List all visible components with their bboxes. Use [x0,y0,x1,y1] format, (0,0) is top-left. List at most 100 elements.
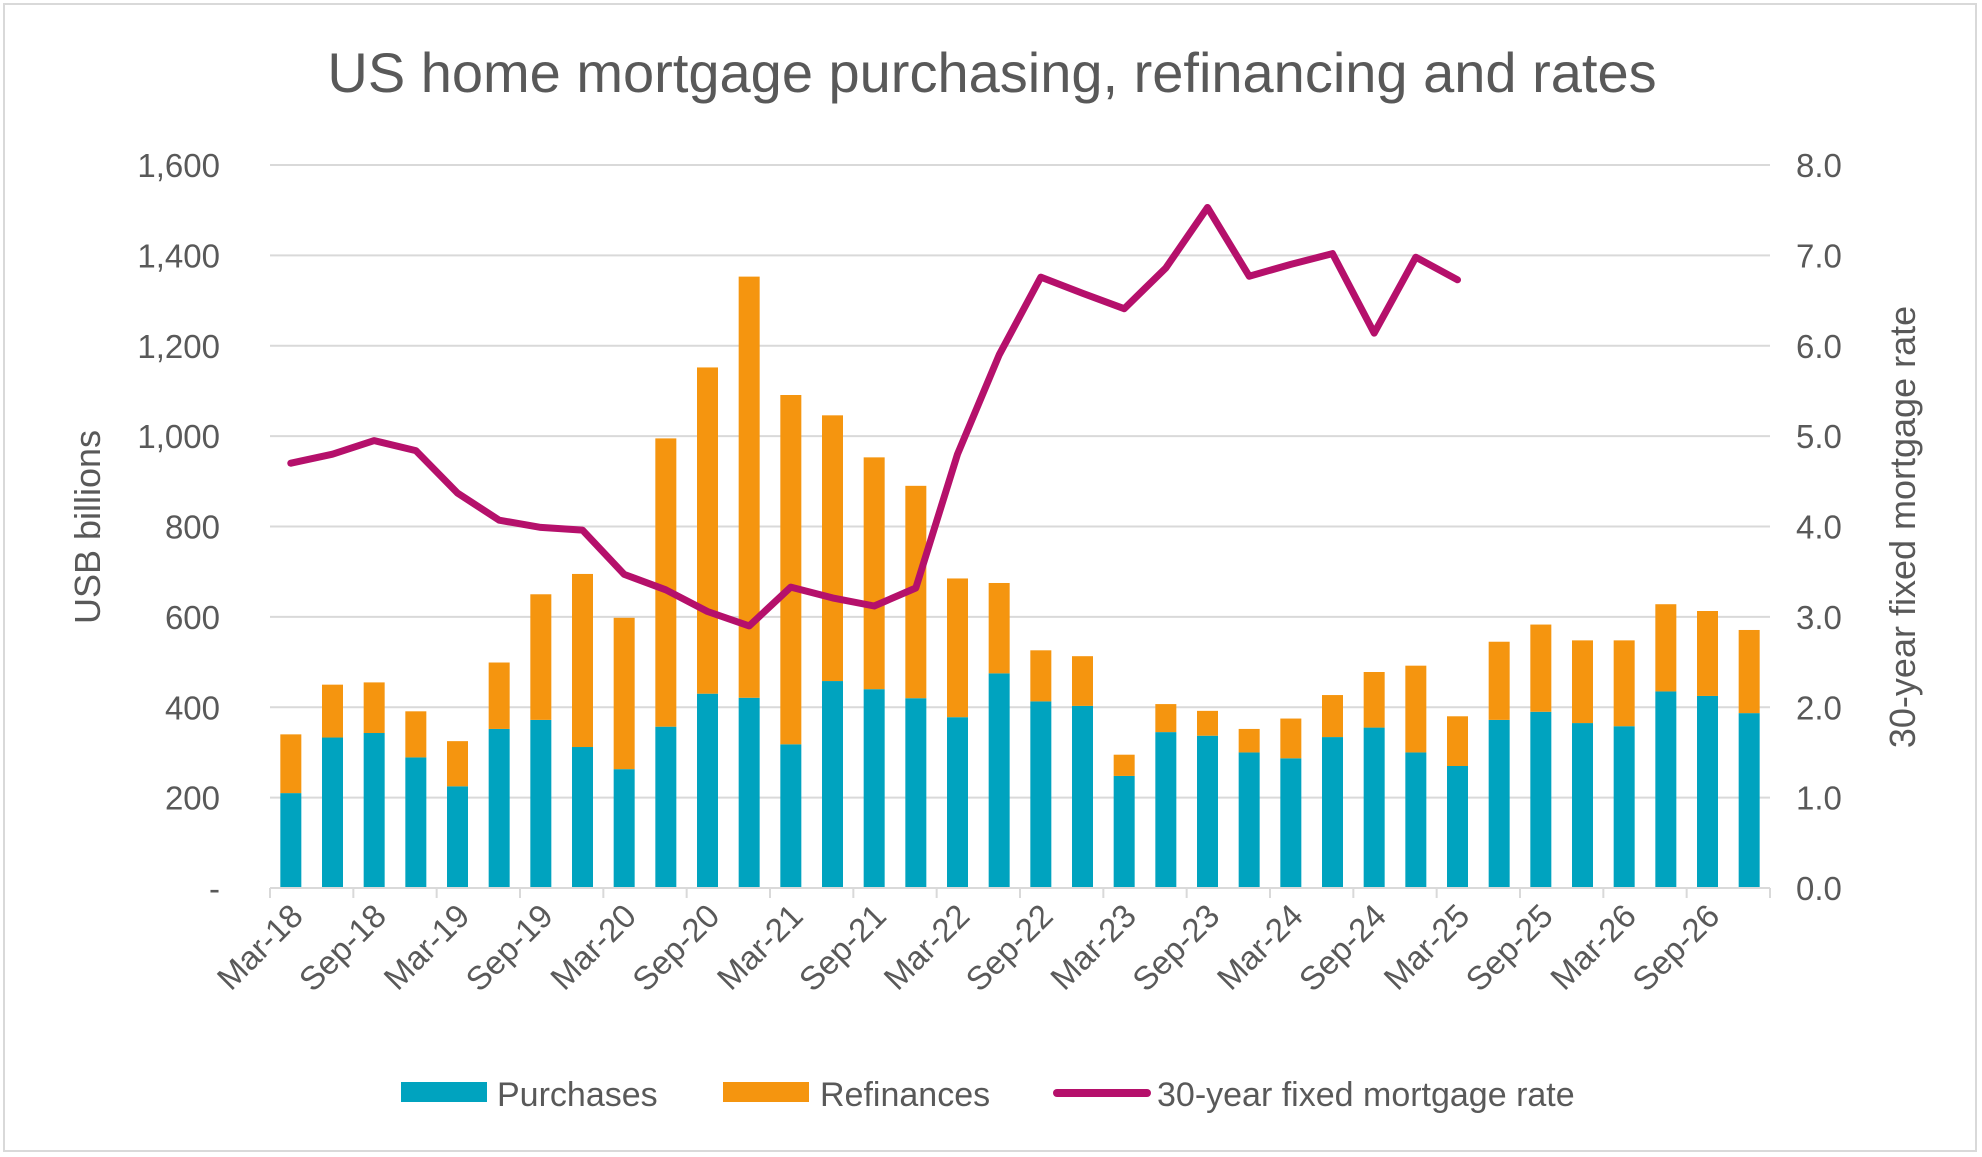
x-tick-label: Sep-20 [625,897,726,998]
bar-purchases [363,733,385,888]
bar-purchases [697,693,718,888]
bar-purchases [488,728,510,888]
chart-svg: US home mortgage purchasing, refinancing… [67,41,1923,1114]
x-tick-label: Mar-23 [1043,897,1143,997]
bar-refinances [1363,672,1385,728]
x-tick-label: Mar-21 [710,897,810,997]
bar-purchases [322,737,343,888]
legend-label-purchases: Purchases [497,1076,658,1114]
y2-tick-label: 7.0 [1796,237,1842,274]
bar-refinances [1488,641,1510,720]
y-tick-label: 200 [165,780,220,817]
bar-refinances [1405,665,1427,753]
bar-purchases [1738,713,1760,888]
bar-refinances [1238,728,1260,753]
y2-tick-label: 1.0 [1796,780,1842,817]
chart-frame: US home mortgage purchasing, refinancing… [3,3,1977,1152]
bar-purchases [947,717,968,888]
x-tick-label: Mar-20 [543,897,643,997]
bar-refinances [280,734,302,794]
y-tick-label: 1,600 [137,147,220,184]
bar-refinances [1613,640,1635,727]
y2-tick-label: 3.0 [1796,599,1842,636]
legend-swatch-refinances [723,1082,809,1102]
bar-refinances [697,367,718,694]
x-tick-label: Sep-24 [1292,897,1393,998]
bar-refinances [1655,604,1677,692]
bar-purchases [863,689,885,888]
bar-purchases [280,793,302,888]
x-tick-label: Sep-25 [1458,897,1559,998]
bar-purchases [1322,737,1343,888]
bar-refinances [863,457,885,690]
bar-refinances [363,682,385,734]
y-tick-label: 400 [165,689,220,726]
bar-purchases [613,769,635,888]
bar-purchases [655,726,677,888]
x-tick-label: Sep-19 [458,897,559,998]
legend-label-refinances: Refinances [820,1076,990,1114]
bar-purchases [1697,695,1718,888]
x-tick-label: Mar-18 [210,897,310,997]
bar-purchases [1155,732,1177,888]
bar-purchases [1655,691,1677,888]
bar-purchases [905,698,927,888]
legend-swatch-purchases [401,1082,487,1102]
y-tick-label: 600 [165,599,220,636]
bar-refinances [530,594,552,720]
bar-refinances [822,415,843,682]
x-tick-label: Mar-19 [376,897,476,997]
bars [280,276,1760,888]
y2-tick-label: 2.0 [1796,689,1842,726]
y2-tick-label: 6.0 [1796,328,1842,365]
bar-refinances [655,438,677,727]
y2-tick-label: 0.0 [1796,870,1842,907]
bar-refinances [1155,704,1177,733]
x-tick-label: Mar-25 [1376,897,1476,997]
y-tick-label: 1,200 [137,328,220,365]
bar-purchases [1072,705,1093,888]
rate-line-layer [287,204,1461,630]
bar-purchases [1488,719,1510,888]
bar-refinances [1072,656,1093,706]
bar-refinances [572,573,593,748]
bar-purchases [1405,752,1427,888]
bar-refinances [1697,611,1718,696]
bar-refinances [738,276,760,698]
bar-purchases [1447,765,1468,888]
y-axis-label: USB billions [67,430,108,624]
bar-refinances [322,684,343,738]
bar-refinances [488,662,510,729]
bar-refinances [1530,624,1552,712]
bar-refinances [613,617,635,770]
legend-label-rate: 30-year fixed mortgage rate [1157,1076,1575,1114]
y2-tick-label: 4.0 [1796,509,1842,546]
bar-purchases [405,757,427,888]
x-tick-label: Sep-23 [1125,897,1226,998]
bar-refinances [1322,695,1343,738]
y2-tick-label: 5.0 [1796,418,1842,455]
x-tick-label: Sep-21 [792,897,893,998]
bar-purchases [738,697,760,888]
y2-axis-label: 30-year fixed mortgage rate [1882,306,1923,748]
bar-refinances [1280,718,1302,759]
y2-tick-label: 8.0 [1796,147,1842,184]
bar-refinances [1738,629,1760,714]
bar-purchases [1238,752,1260,888]
bar-purchases [1030,701,1052,888]
bar-refinances [1197,710,1218,736]
bar-purchases [822,681,843,888]
y-tick-label: 1,000 [137,418,220,455]
bar-refinances [405,711,427,758]
bar-refinances [988,582,1010,674]
legend: Purchases Refinances 30-year fixed mortg… [401,1076,1575,1114]
x-tick-label: Mar-26 [1543,897,1643,997]
bar-purchases [1113,775,1135,888]
bar-purchases [1280,758,1302,888]
bar-refinances [447,741,468,787]
chart-title: US home mortgage purchasing, refinancing… [327,41,1656,104]
y-tick-label: 1,400 [137,237,220,274]
x-tick-label: Mar-24 [1210,897,1310,997]
y-tick-label: - [209,870,220,907]
x-tick-label: Mar-22 [876,897,976,997]
